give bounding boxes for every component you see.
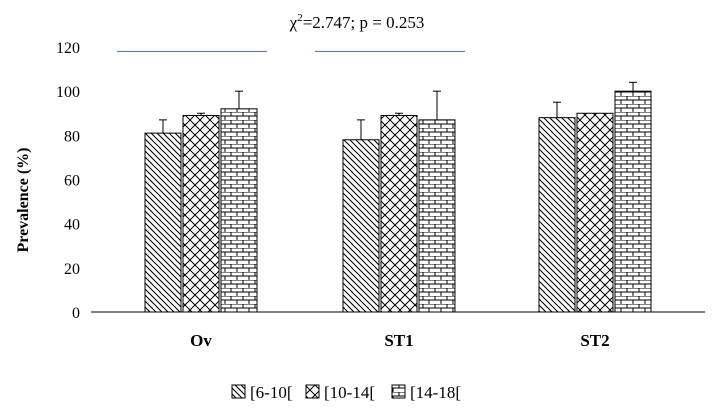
bar [380,114,418,313]
category-label: Ov [190,331,212,350]
legend-swatch [231,384,246,399]
bar [538,117,576,313]
y-tick-label: 20 [64,261,80,278]
chart-title-chi: χ [289,13,298,32]
x-axis: Ov ST1 ST2 [190,331,610,350]
y-tick-label: 60 [64,173,80,190]
bar [220,108,258,313]
bar [418,119,456,313]
y-tick-label: 120 [56,40,80,57]
legend-swatch [391,384,406,399]
bar [576,112,614,313]
legend: [6-10[ [10-14[ [14-18[ [231,383,461,402]
y-tick-label: 0 [72,305,80,322]
y-tick-label: 80 [64,128,80,145]
bar [342,139,380,313]
legend-label: [6-10[ [250,383,293,402]
category-label: ST1 [384,331,413,350]
chart-title-sup: 2 [297,12,303,24]
bar [144,132,182,313]
y-tick-label: 40 [64,217,80,234]
y-tick-label: 100 [56,84,80,101]
legend-swatch [305,384,320,399]
legend-label: [10-14[ [324,383,375,402]
category-label: ST2 [580,331,609,350]
chart-title-rest: =2.747; p = 0.253 [303,13,425,32]
bars [144,90,652,313]
y-axis-title: Prevalence (%) [15,148,32,253]
bar [614,90,652,313]
legend-label: [14-18[ [410,383,461,402]
y-axis: 0 20 40 60 80 100 120 [56,40,80,322]
bar [182,114,220,313]
chart-title: χ2=2.747; p = 0.253 [289,12,425,32]
error-bars [159,81,637,140]
